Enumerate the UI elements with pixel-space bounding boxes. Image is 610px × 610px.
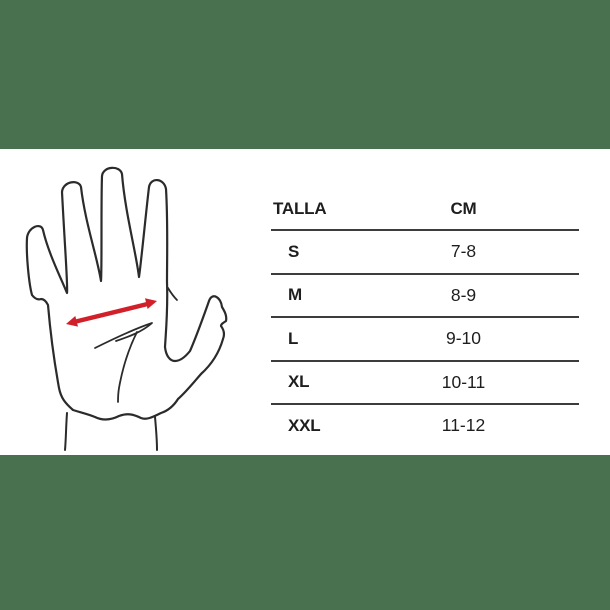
measure-arrow-head-left <box>66 316 78 327</box>
wrist-line-right <box>154 416 158 451</box>
size-cell: S <box>288 241 300 261</box>
thumb-web-crease <box>167 287 178 301</box>
measure-arrow-head-right <box>145 298 157 309</box>
cm-cell: 10-11 <box>441 371 486 392</box>
cm-cell: 11-12 <box>441 415 486 436</box>
table-row-m: M 8-9 <box>271 272 579 317</box>
table-row-xxl: XXL 11-12 <box>271 403 579 447</box>
cm-cell: 8-9 <box>450 284 477 305</box>
wrist-line-left <box>64 412 68 451</box>
hand-outline <box>25 166 228 421</box>
size-cell: L <box>288 328 299 348</box>
cm-cell: 7-8 <box>450 241 477 262</box>
size-cell: M <box>288 285 302 305</box>
column-header-size: TALLA <box>273 198 327 218</box>
cm-cell: 9-10 <box>445 328 482 349</box>
size-cell: XL <box>288 372 310 392</box>
measure-arrow-shaft <box>74 301 149 324</box>
palm-crease-life-line <box>117 331 138 403</box>
table-row-s: S 7-8 <box>271 229 579 273</box>
table-header-row: TALLA CM <box>271 188 579 229</box>
hand-illustration <box>15 160 245 460</box>
size-table: TALLA CM S 7-8 M 8-9 L 9-10 XL 10-11 XXL… <box>271 188 579 447</box>
palm-crease-upper <box>94 322 153 349</box>
column-header-cm: CM <box>450 198 477 218</box>
hand-svg <box>25 166 228 451</box>
table-row-xl: XL 10-11 <box>271 359 579 404</box>
table-row-l: L 9-10 <box>271 316 579 360</box>
size-cell: XXL <box>288 415 321 435</box>
